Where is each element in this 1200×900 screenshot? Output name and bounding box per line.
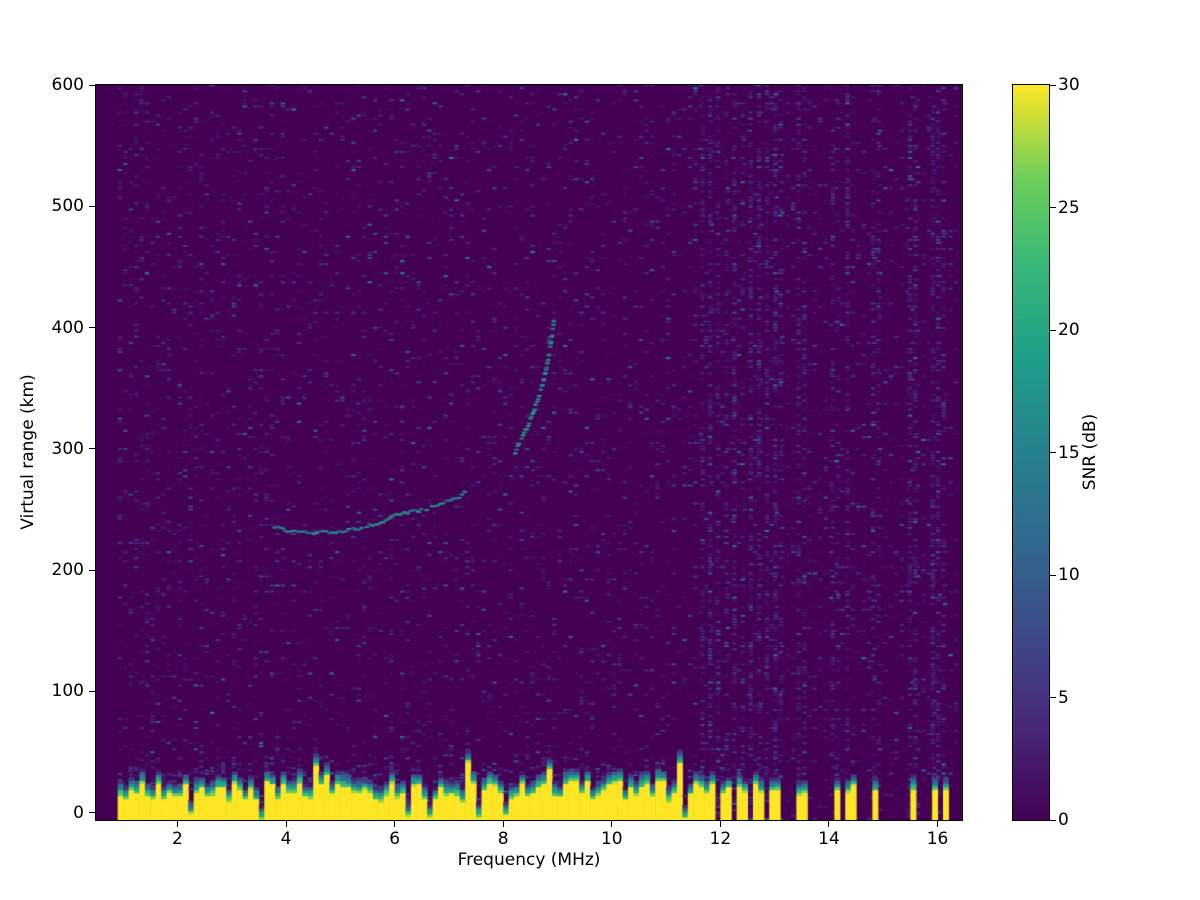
y-tick-label: 300 bbox=[51, 438, 84, 459]
colorbar-tick-mark bbox=[1050, 207, 1056, 208]
colorbar-tick-label: 30 bbox=[1058, 75, 1080, 95]
plot-area bbox=[95, 84, 963, 821]
y-tick-mark bbox=[89, 84, 95, 86]
x-tick-mark bbox=[394, 821, 396, 827]
x-tick-mark bbox=[285, 821, 287, 827]
y-axis-label: Virtual range (km) bbox=[18, 374, 38, 530]
y-tick-mark bbox=[89, 448, 95, 450]
x-tick-mark bbox=[719, 821, 721, 827]
x-tick-label: 14 bbox=[818, 829, 840, 849]
colorbar-tick-mark bbox=[1050, 697, 1056, 698]
colorbar-tick-mark bbox=[1050, 574, 1056, 576]
colorbar-tick-label: 25 bbox=[1058, 197, 1080, 218]
x-axis-label: Frequency (MHz) bbox=[457, 850, 601, 870]
x-tick-label: 4 bbox=[280, 829, 292, 849]
x-tick-mark bbox=[937, 821, 939, 827]
y-tick-mark bbox=[89, 327, 95, 329]
colorbar-tick-label: 20 bbox=[1058, 320, 1080, 340]
y-tick-mark bbox=[89, 569, 95, 571]
x-tick-mark bbox=[611, 821, 613, 827]
colorbar-gradient bbox=[1013, 85, 1049, 820]
y-tick-mark bbox=[89, 690, 95, 692]
y-tick-label: 100 bbox=[51, 681, 84, 702]
ionogram-heatmap bbox=[96, 85, 962, 820]
y-tick-mark bbox=[89, 205, 95, 207]
colorbar-tick-label: 5 bbox=[1058, 687, 1069, 708]
colorbar-tick-label: 0 bbox=[1058, 810, 1069, 830]
y-tick-mark bbox=[89, 812, 95, 814]
x-tick-label: 16 bbox=[926, 829, 949, 849]
colorbar bbox=[1012, 84, 1050, 821]
y-tick-label: 400 bbox=[51, 317, 84, 338]
colorbar-tick-mark bbox=[1050, 84, 1056, 86]
y-tick-label: 200 bbox=[51, 560, 84, 581]
x-tick-label: 2 bbox=[172, 829, 183, 849]
x-tick-mark bbox=[502, 821, 504, 827]
y-tick-label: 0 bbox=[73, 802, 84, 823]
x-tick-label: 10 bbox=[600, 829, 623, 849]
colorbar-tick-mark bbox=[1050, 329, 1056, 331]
y-tick-label: 600 bbox=[51, 75, 84, 95]
x-tick-label: 8 bbox=[497, 829, 509, 849]
colorbar-tick-mark bbox=[1050, 819, 1056, 821]
colorbar-tick-label: 10 bbox=[1058, 565, 1080, 585]
x-tick-mark bbox=[176, 821, 178, 827]
x-tick-label: 12 bbox=[709, 829, 732, 849]
colorbar-tick-mark bbox=[1050, 452, 1056, 453]
x-tick-mark bbox=[828, 821, 830, 827]
colorbar-tick-label: 15 bbox=[1058, 442, 1080, 463]
x-tick-label: 6 bbox=[389, 829, 401, 849]
y-tick-label: 500 bbox=[51, 196, 84, 217]
